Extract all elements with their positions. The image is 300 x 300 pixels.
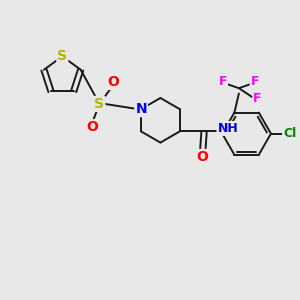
Text: S: S (94, 97, 104, 111)
Text: F: F (251, 75, 259, 88)
Text: O: O (86, 120, 98, 134)
Text: F: F (253, 92, 262, 105)
Text: S: S (57, 50, 67, 63)
Text: Cl: Cl (283, 127, 296, 140)
Text: F: F (219, 75, 227, 88)
Text: NH: NH (218, 122, 238, 135)
Text: O: O (197, 150, 208, 164)
Text: N: N (135, 102, 147, 116)
Text: O: O (107, 75, 119, 89)
